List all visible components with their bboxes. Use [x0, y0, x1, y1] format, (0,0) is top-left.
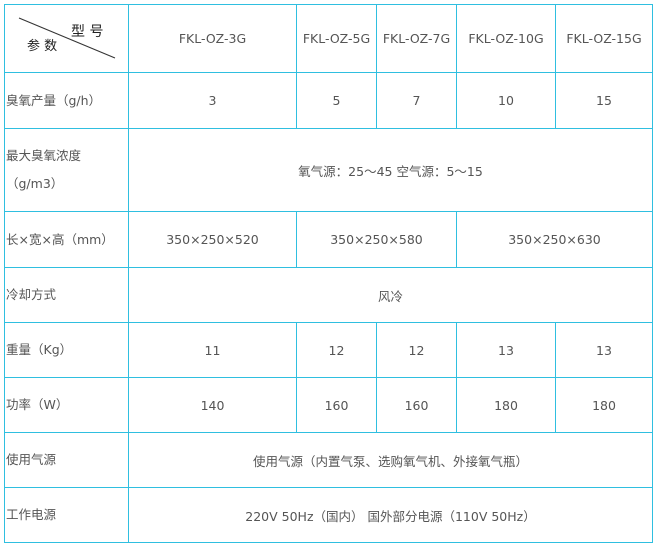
cell: 3	[128, 72, 297, 129]
table-row: 功率（W） 140 160 160 180 180	[4, 377, 653, 433]
model-header: FKL-OZ-3G	[128, 4, 297, 73]
label-line: 最大臭氧浓度	[6, 148, 82, 163]
table-row: 工作电源 220V 50Hz（国内） 国外部分电源（110V 50Hz）	[4, 487, 653, 543]
cell: 11	[128, 322, 297, 378]
cell: 160	[296, 377, 377, 433]
table-row: 长×宽×高（mm） 350×250×520 350×250×580 350×25…	[4, 211, 653, 268]
header-row: 型 号 参 数 FKL-OZ-3G FKL-OZ-5G FKL-OZ-7G FK…	[4, 4, 653, 73]
cell: 7	[376, 72, 457, 129]
cell: 160	[376, 377, 457, 433]
cell: 350×250×520	[128, 211, 297, 268]
cell: 氧气源：25～45 空气源：5～15	[128, 128, 653, 212]
cell: 12	[376, 322, 457, 378]
cell: 350×250×630	[456, 211, 653, 268]
table-row: 冷却方式 风冷	[4, 267, 653, 323]
cell: 使用气源（内置气泵、选购氧气机、外接氧气瓶）	[128, 432, 653, 488]
model-header: FKL-OZ-10G	[456, 4, 556, 73]
cell: 13	[456, 322, 556, 378]
cell: 13	[555, 322, 653, 378]
model-header: FKL-OZ-15G	[555, 4, 653, 73]
row-label: 功率（W）	[4, 377, 129, 433]
row-label: 最大臭氧浓度 （g/m3）	[4, 128, 129, 212]
row-label: 使用气源	[4, 432, 129, 488]
model-header: FKL-OZ-7G	[376, 4, 457, 73]
cell: 180	[456, 377, 556, 433]
model-header: FKL-OZ-5G	[296, 4, 377, 73]
row-label: 冷却方式	[4, 267, 129, 323]
label-line: （g/m3）	[6, 176, 64, 191]
cell: 12	[296, 322, 377, 378]
corner-cell: 型 号 参 数	[4, 4, 129, 73]
cell: 5	[296, 72, 377, 129]
cell: 15	[555, 72, 653, 129]
cell: 180	[555, 377, 653, 433]
table-row: 重量（Kg） 11 12 12 13 13	[4, 322, 653, 378]
cell: 220V 50Hz（国内） 国外部分电源（110V 50Hz）	[128, 487, 653, 543]
table-row: 臭氧产量（g/h） 3 5 7 10 15	[4, 72, 653, 129]
row-label: 重量（Kg）	[4, 322, 129, 378]
corner-bottom: 参 数	[27, 39, 58, 54]
row-label: 工作电源	[4, 487, 129, 543]
table-row: 最大臭氧浓度 （g/m3） 氧气源：25～45 空气源：5～15	[4, 128, 653, 212]
cell: 140	[128, 377, 297, 433]
diagonal-line	[18, 17, 116, 59]
corner-top: 型 号	[71, 24, 104, 40]
cell: 350×250×580	[296, 211, 457, 268]
row-label: 长×宽×高（mm）	[4, 211, 129, 268]
cell: 10	[456, 72, 556, 129]
cell: 风冷	[128, 267, 653, 323]
table-row: 使用气源 使用气源（内置气泵、选购氧气机、外接氧气瓶）	[4, 432, 653, 488]
row-label: 臭氧产量（g/h）	[4, 72, 129, 129]
spec-table: 型 号 参 数 FKL-OZ-3G FKL-OZ-5G FKL-OZ-7G FK…	[4, 4, 653, 543]
